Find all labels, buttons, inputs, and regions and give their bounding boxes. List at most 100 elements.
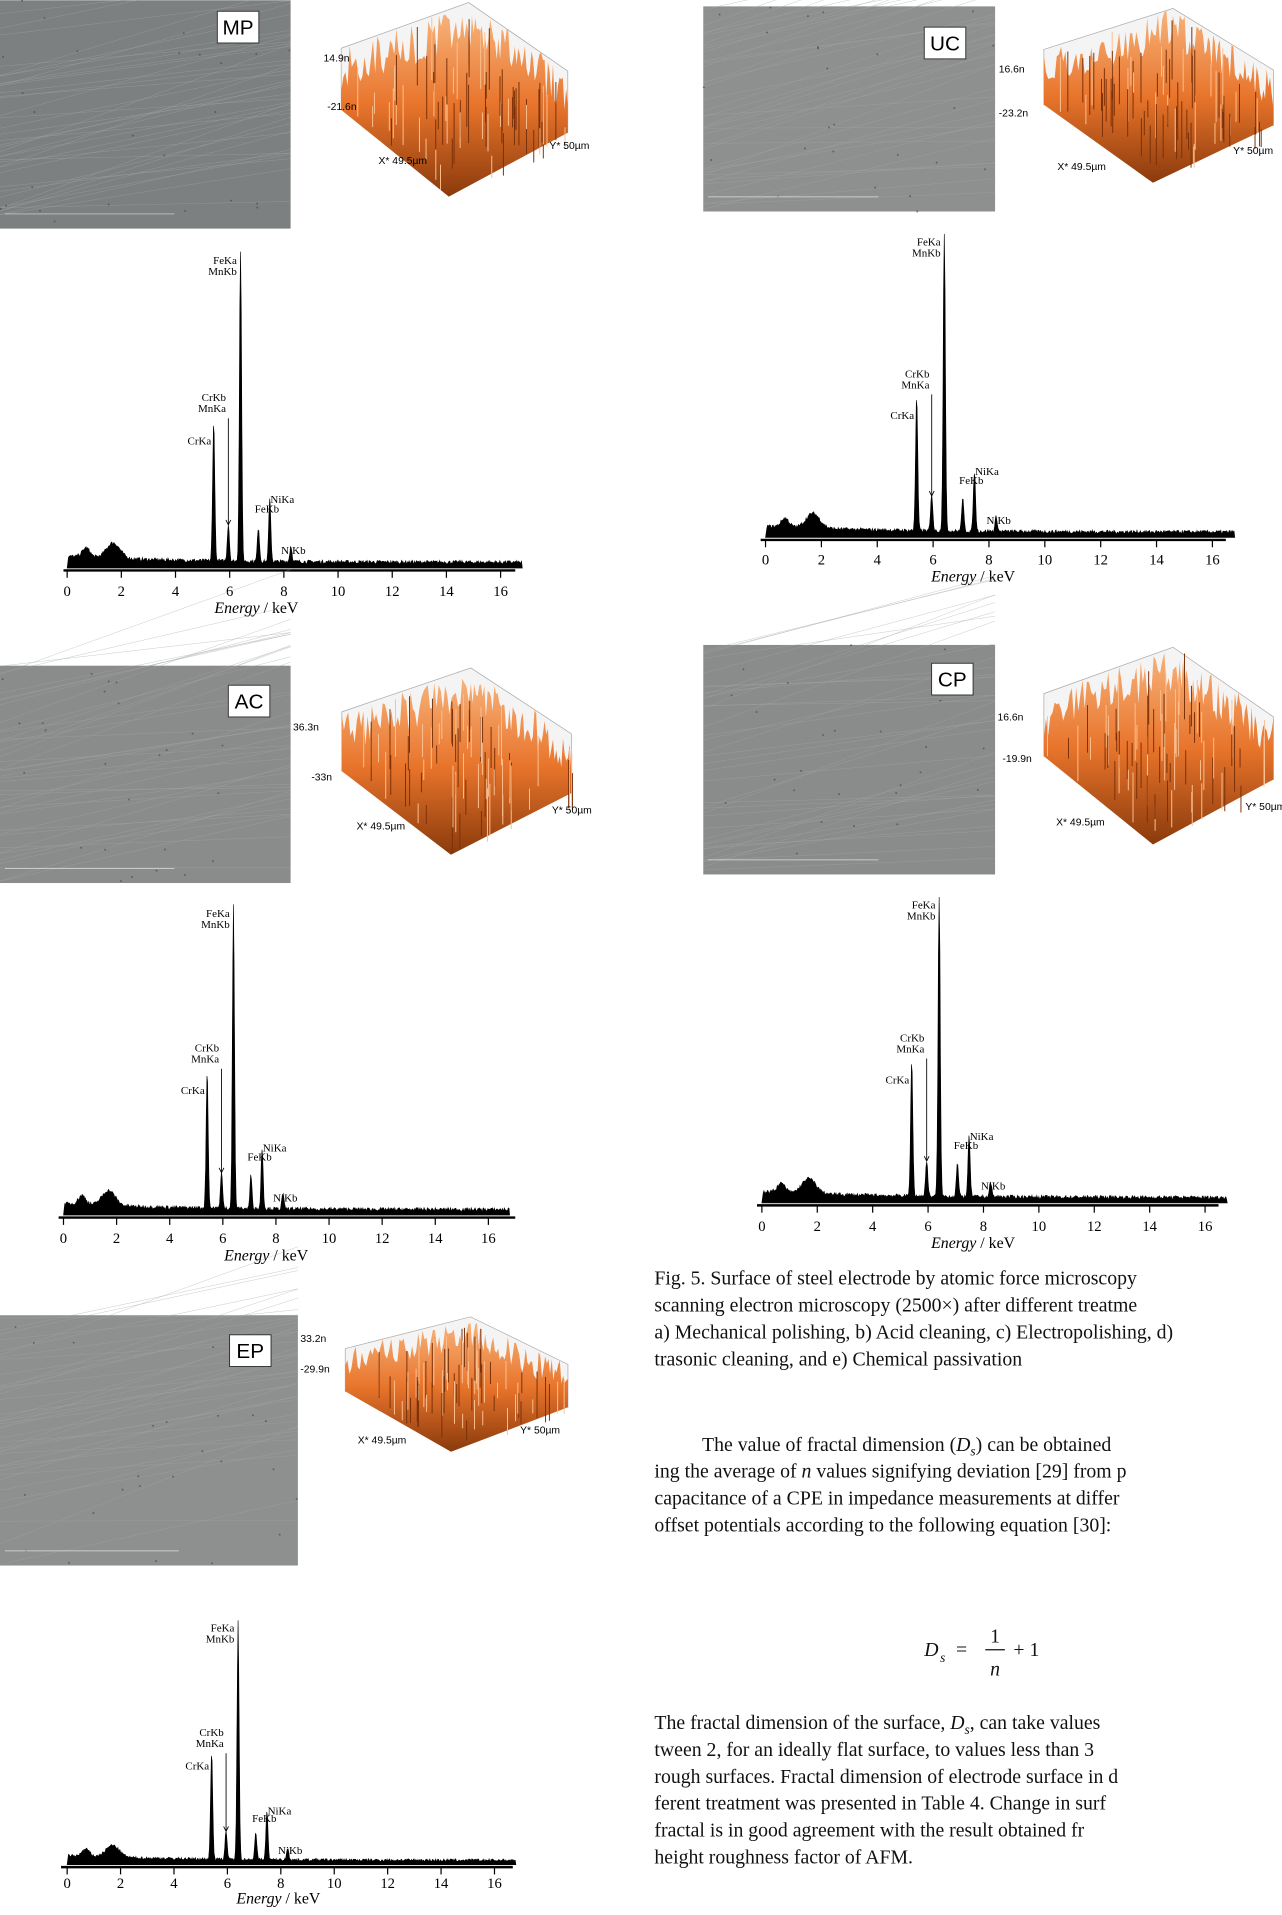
text-line: ing the average of n values signifying d… <box>654 1461 1126 1483</box>
sem-pit <box>166 1421 168 1423</box>
sem-pit <box>80 847 82 849</box>
text-line: capacitance of a CPE in impedance measur… <box>654 1487 1119 1509</box>
text: ) can be obtained <box>976 1434 1112 1456</box>
sem-pit <box>983 747 985 749</box>
figure-panel: MP14.9n-21.6nX* 49.5µmY* 50µm02468101214… <box>0 0 589 617</box>
x-tick-label: 16 <box>487 1876 502 1892</box>
peak-label: MnKb <box>201 919 230 931</box>
sem-pit <box>217 1415 219 1417</box>
peak-label: CrKa <box>886 1074 910 1086</box>
eq-numerator: 1 <box>990 1625 1000 1647</box>
x-tick-label: 14 <box>1142 1219 1157 1235</box>
sem-texture <box>703 578 995 652</box>
eq-sign: = <box>956 1639 967 1661</box>
sem-pit <box>33 1342 35 1344</box>
afm-y-axis: Y* 50µm <box>1245 802 1282 813</box>
sem-pit <box>222 745 224 747</box>
x-tick-label: 0 <box>60 1231 67 1247</box>
sem-pit <box>201 1450 203 1452</box>
sem-pit <box>828 126 830 128</box>
figure-panel: UC16.6n-23.2nX* 49.5µmY* 50µm02468101214… <box>703 0 1274 585</box>
sem-pit <box>39 210 41 212</box>
sem-pit <box>5 205 7 207</box>
x-tick-label: 14 <box>1149 552 1164 568</box>
sem-texture <box>703 580 995 651</box>
x-tick-label: 6 <box>224 1876 231 1892</box>
sem-pit <box>853 825 855 827</box>
eq-symbol: D <box>923 1639 938 1661</box>
sem-pit <box>73 1342 75 1344</box>
sem-pit <box>104 849 106 851</box>
sem-pit <box>217 792 219 794</box>
sem-pit <box>909 195 911 197</box>
sem-pit <box>2 56 4 58</box>
text-line: The value of fractal dimension (Ds) can … <box>702 1434 1111 1459</box>
sem-pit <box>122 1489 124 1491</box>
panel-tag: AC <box>235 690 264 713</box>
sem-pit <box>925 746 927 748</box>
sem-pit <box>211 1562 213 1564</box>
sem-pit <box>834 730 836 732</box>
sem-pit <box>31 186 33 188</box>
x-tick-label: 4 <box>170 1876 178 1892</box>
x-tick-label: 4 <box>869 1219 877 1235</box>
sem-pit <box>944 648 946 650</box>
sem-pit <box>108 203 110 205</box>
x-tick-label: 4 <box>172 584 180 600</box>
afm-z-min: -21.6n <box>327 102 357 113</box>
sem-pit <box>774 779 776 781</box>
sem-pit <box>822 11 824 13</box>
x-tick-label: 16 <box>493 584 508 600</box>
sem-pit <box>289 50 291 52</box>
x-tick-label: 10 <box>1032 1219 1047 1235</box>
sem-pit <box>916 211 918 213</box>
sem-pit <box>796 853 798 855</box>
sem-pit <box>2 678 4 680</box>
x-tick-label: 16 <box>1205 552 1220 568</box>
sem-pit <box>874 187 876 189</box>
x-tick-label: 16 <box>481 1231 496 1247</box>
x-tick-label: 12 <box>1087 1219 1102 1235</box>
afm-z-min: -33n <box>311 772 332 783</box>
figure-panel: CP16.6n-19.9nX* 49.5µmY* 50µm02468101214… <box>703 576 1282 1252</box>
x-tick-label: 2 <box>814 1219 821 1235</box>
x-tick-label: 2 <box>118 584 125 600</box>
sem-pit <box>214 111 216 113</box>
peak-label: MnKa <box>198 403 226 415</box>
sem-pit <box>880 730 882 732</box>
x-tick-label: 8 <box>980 1219 987 1235</box>
sem-pit <box>137 1475 139 1477</box>
symbol: n <box>802 1461 812 1483</box>
sem-pit <box>178 52 180 54</box>
sem-pit <box>793 789 795 791</box>
x-axis-label: Energy / keV <box>213 600 299 617</box>
x-tick-label: 12 <box>1093 552 1108 568</box>
sem-pit <box>822 734 824 736</box>
sem-pit <box>807 15 809 17</box>
eq-denominator: n <box>990 1658 1000 1680</box>
text: ing the average of <box>654 1461 801 1483</box>
sem-pit <box>273 1468 275 1470</box>
afm-z-min: -23.2n <box>999 108 1029 119</box>
x-tick-label: 14 <box>428 1231 443 1247</box>
sem-pit <box>183 32 185 34</box>
sem-pit <box>33 111 35 113</box>
x-axis-label: Energy / keV <box>930 568 1016 585</box>
peak-label: MnKb <box>912 248 941 260</box>
x-tick-label: 8 <box>277 1876 284 1892</box>
peak-label: CrKa <box>181 1085 205 1097</box>
sem-pit <box>152 1425 154 1427</box>
afm-z-min: -19.9n <box>1002 754 1032 765</box>
sem-pit <box>897 154 899 156</box>
sem-pit <box>900 784 902 786</box>
text-line: height roughness factor of AFM. <box>654 1846 913 1868</box>
sem-pit <box>896 823 898 825</box>
sem-pit <box>166 749 168 751</box>
x-tick-label: 14 <box>439 584 454 600</box>
panel-tag: MP <box>223 16 254 39</box>
peak-label: CrKa <box>188 435 212 447</box>
sem-pit <box>977 789 979 791</box>
x-axis-label: Energy / keV <box>930 1235 1016 1252</box>
figure-panel: AC36.3n-33nX* 49.5µmY* 50µm0246810121416… <box>0 570 592 1265</box>
sem-pit <box>199 54 201 56</box>
